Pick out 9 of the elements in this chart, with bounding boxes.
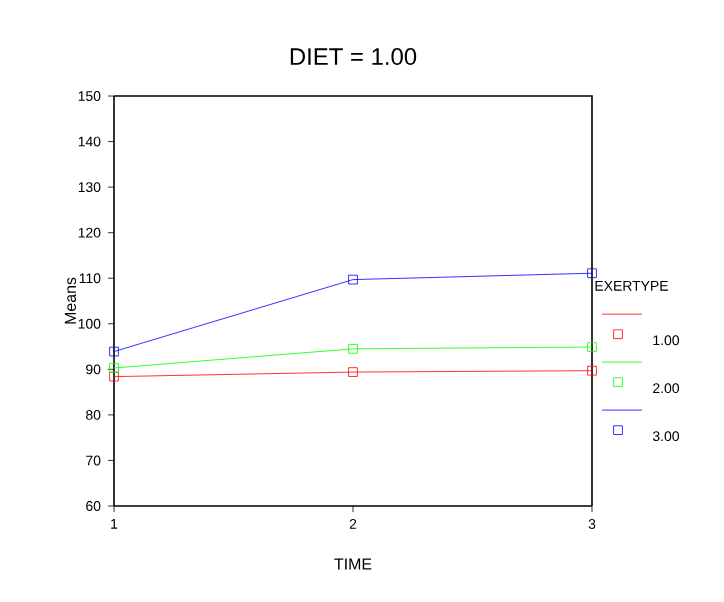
point	[348, 274, 358, 285]
point	[587, 268, 597, 279]
point	[348, 344, 358, 354]
chart-title: DIET = 1.00	[290, 48, 417, 65]
point	[587, 365, 597, 376]
point	[109, 346, 119, 357]
point	[348, 367, 358, 377]
point	[109, 363, 119, 373]
point	[587, 342, 597, 352]
